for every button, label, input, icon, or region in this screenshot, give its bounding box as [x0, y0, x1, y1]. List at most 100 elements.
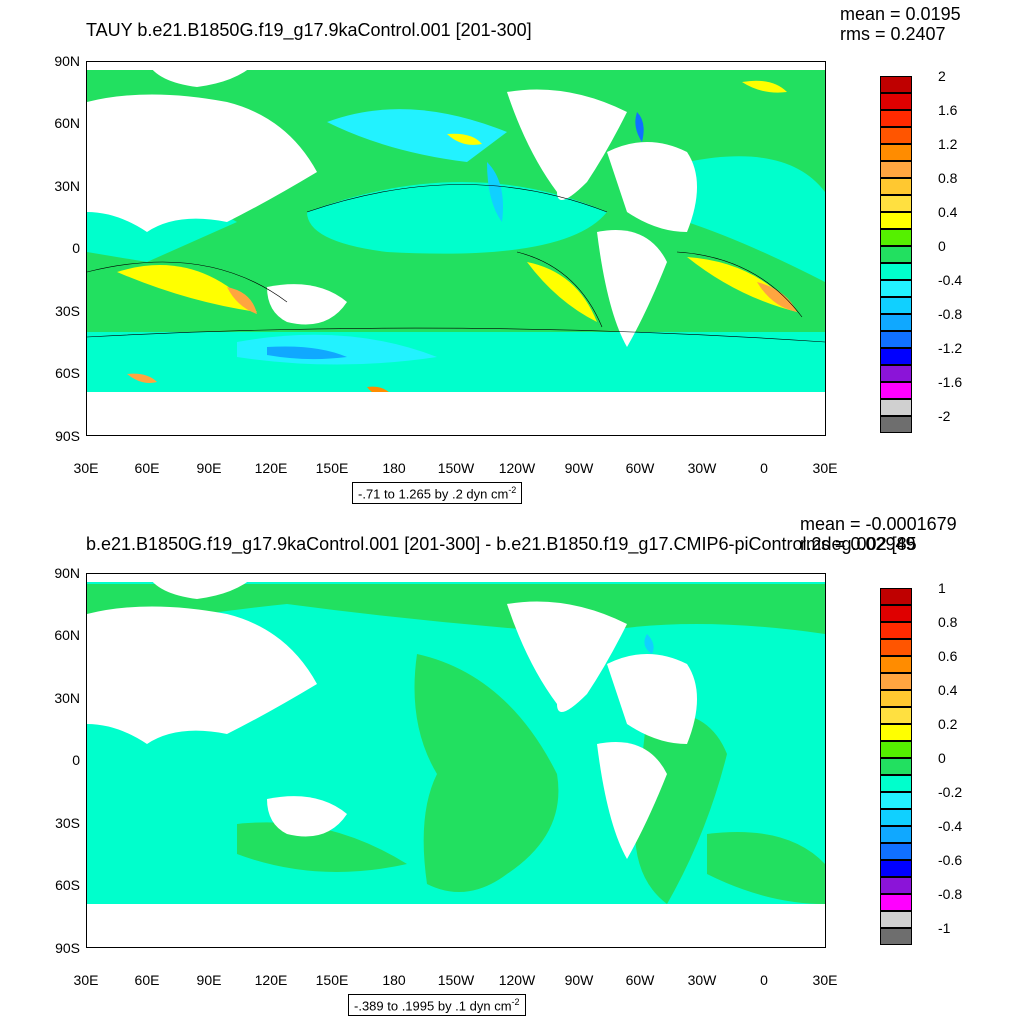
bottom-cbar-label: 0 — [938, 750, 946, 766]
top-cbar-label: 1.6 — [938, 102, 958, 118]
bottom-cbar-seg — [880, 792, 912, 809]
top-land-south-america — [597, 230, 667, 347]
bottom-cbar-seg — [880, 707, 912, 724]
top-indian-orange — [227, 287, 257, 314]
top-xlabel-150e: 150E — [315, 460, 349, 476]
bottom-ylabel-60s: 60S — [55, 877, 80, 893]
top-cbar-seg — [880, 365, 912, 382]
top-colorbar — [880, 76, 912, 433]
bottom-panel: b.e21.B1850G.f19_g17.9kaControl.001 [201… — [0, 512, 1024, 1024]
top-cbar-label: -1.6 — [938, 374, 963, 390]
top-atlantic-orange — [757, 282, 797, 312]
top-cbar-seg — [880, 348, 912, 365]
bottom-xlabel-150w: 150W — [437, 972, 475, 988]
top-cbar-label: 0.8 — [938, 170, 958, 186]
bottom-cbar-label: 0.2 — [938, 716, 958, 732]
top-range-text: -.71 to 1.265 by .2 dyn cm — [358, 486, 509, 502]
top-rms-label: rms = 0.2407 — [840, 24, 946, 44]
bottom-labrador-blue — [644, 634, 654, 654]
top-southern-ocean-band — [87, 332, 825, 392]
bottom-land-arctic — [87, 574, 825, 582]
top-ylabel-60n: 60N — [54, 115, 80, 131]
top-cbar-seg — [880, 127, 912, 144]
top-cbar-seg — [880, 399, 912, 416]
top-xlabel-90e: 90E — [196, 460, 222, 476]
bottom-green-spot-1 — [593, 629, 603, 649]
bottom-xlabel-150e: 150E — [315, 972, 349, 988]
bottom-xlabel-30w: 30W — [687, 972, 717, 988]
top-cbar-seg — [880, 297, 912, 314]
top-land-australia — [267, 284, 347, 325]
bottom-cbar-label: -0.8 — [938, 886, 963, 902]
bottom-cbar-seg — [880, 656, 912, 673]
top-ylabel-90n: 90N — [54, 53, 80, 69]
top-pacific-cyan-2 — [327, 109, 507, 162]
bottom-ylabel-90s: 90S — [55, 940, 80, 956]
bottom-cbar-seg — [880, 673, 912, 690]
bottom-cbar-seg — [880, 639, 912, 656]
bottom-cbar-label: 0.8 — [938, 614, 958, 630]
top-ylabel-30s: 30S — [55, 303, 80, 319]
top-land-north-america — [507, 89, 627, 200]
bottom-map-svg — [87, 574, 825, 947]
bottom-xlabel-60e: 60E — [134, 972, 160, 988]
top-cbar-seg — [880, 416, 912, 433]
top-cbar-seg — [880, 246, 912, 263]
top-xlabel-90w: 90W — [564, 460, 594, 476]
bottom-cbar-seg — [880, 588, 912, 605]
top-cbar-seg — [880, 331, 912, 348]
top-southern-cyan-2 — [237, 334, 437, 365]
bottom-xlabel-120e: 120E — [254, 972, 288, 988]
top-indian-yellow — [117, 265, 257, 312]
bottom-land-australia — [267, 796, 347, 837]
top-xlabel-30w: 30W — [687, 460, 717, 476]
bottom-rms-label: rms = 0.02949 — [800, 534, 916, 554]
bottom-arctic-green — [87, 584, 825, 634]
top-panel: TAUY b.e21.B1850G.f19_g17.9kaControl.001… — [54, 4, 963, 505]
bottom-cbar-label: 1 — [938, 580, 946, 596]
top-cbar-label: 1.2 — [938, 136, 958, 152]
bottom-indian-green — [237, 822, 407, 872]
bottom-green-spot-2 — [652, 907, 672, 920]
bottom-pacific-green — [414, 654, 559, 892]
top-cbar-label: -0.8 — [938, 306, 963, 322]
top-cbar-seg — [880, 212, 912, 229]
top-xlabel-180: 180 — [382, 460, 406, 476]
top-range-exponent: -2 — [508, 485, 517, 495]
top-labrador-blue — [635, 112, 644, 142]
bottom-south-atlantic-green — [707, 832, 825, 904]
bottom-cbar-seg — [880, 928, 912, 945]
top-cbar-label: -0.4 — [938, 272, 963, 288]
top-ylabel-30n: 30N — [54, 178, 80, 194]
bottom-cbar-seg — [880, 724, 912, 741]
bottom-mean-label: mean = -0.0001679 — [800, 514, 957, 534]
top-ocean-base — [87, 62, 825, 435]
top-cbar-seg — [880, 314, 912, 331]
bottom-cbar-label: -0.6 — [938, 852, 963, 868]
top-atlantic-north-cyan — [687, 156, 825, 282]
bottom-atlantic-green — [635, 712, 727, 904]
top-xlabel-150w: 150W — [437, 460, 475, 476]
bottom-xlabel-180: 180 — [382, 972, 406, 988]
top-atlantic-yellow — [687, 257, 797, 312]
bottom-ylabel-90n: 90N — [54, 565, 80, 581]
bottom-panel-title: b.e21.B1850G.f19_g17.9kaControl.001 [201… — [86, 534, 917, 554]
bottom-xlabel-90e: 90E — [196, 972, 222, 988]
bottom-land-north-america — [507, 601, 627, 712]
bottom-cbar-seg — [880, 775, 912, 792]
top-land-africa-europe — [607, 142, 697, 232]
top-arctic-yellow — [742, 80, 787, 93]
bottom-xlabel-0: 0 — [760, 972, 768, 988]
top-pacific-north-yellow — [447, 133, 482, 145]
bottom-cbar-seg — [880, 826, 912, 843]
bottom-cbar-seg — [880, 605, 912, 622]
top-pacific-yellow — [527, 262, 597, 322]
top-ylabel-90s: 90S — [55, 428, 80, 444]
bottom-cbar-seg — [880, 860, 912, 877]
bottom-cbar-seg — [880, 741, 912, 758]
top-cbar-seg — [880, 161, 912, 178]
top-xlabel-60w: 60W — [625, 460, 655, 476]
bottom-ylabel-0: 0 — [72, 752, 80, 768]
bottom-xlabel-60w: 60W — [625, 972, 655, 988]
top-cbar-seg — [880, 263, 912, 280]
